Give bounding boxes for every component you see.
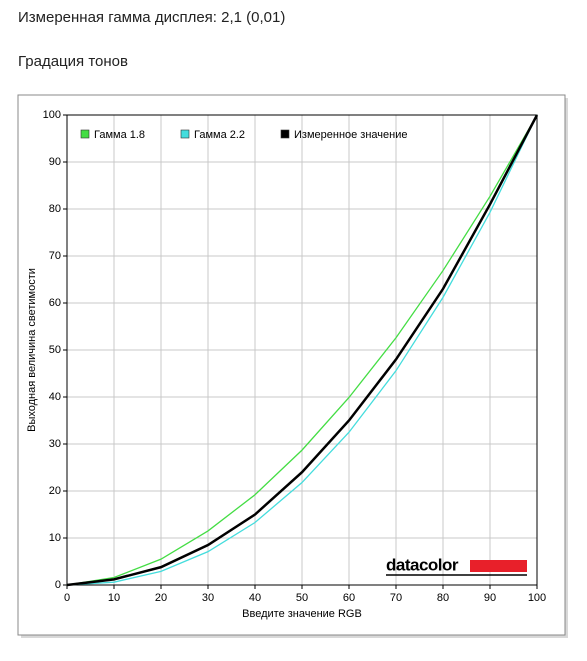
x-tick-label: 100 [528,592,546,604]
x-tick-label: 50 [296,592,308,604]
x-tick-label: 60 [343,592,355,604]
y-tick-label: 90 [49,156,61,168]
legend-swatch [180,129,190,139]
y-tick-label: 60 [49,297,61,309]
y-tick-label: 70 [49,250,61,262]
y-tick-label: 10 [49,532,61,544]
x-tick-label: 10 [108,592,120,604]
legend-swatch [80,129,90,139]
series-line [66,114,538,586]
y-tick-label: 40 [49,391,61,403]
y-tick-label: 80 [49,203,61,215]
x-tick-label: 40 [249,592,261,604]
x-tick-label: 30 [202,592,214,604]
y-tick-label: 100 [43,109,61,121]
y-tick-label: 50 [49,344,61,356]
x-tick-label: 20 [155,592,167,604]
y-tick-label: 30 [49,438,61,450]
logo-bar [470,560,527,572]
legend-swatch [280,129,290,139]
x-axis-label: Введите значение RGB [242,608,362,620]
series-line [66,114,539,587]
page-title: Измеренная гамма дисплея: 2,1 (0,01) [18,9,286,26]
y-tick-label: 0 [55,579,61,591]
legend-label: Гамма 1.8 [94,129,145,141]
logo-text: datacolor [386,555,459,574]
x-tick-label: 70 [390,592,402,604]
x-tick-label: 80 [437,592,449,604]
y-tick-label: 20 [49,485,61,497]
plot-border [66,114,538,586]
series-line [66,114,538,586]
section-title: Градация тонов [18,53,128,70]
legend-label: Измеренное значение [294,129,408,141]
legend-label: Гамма 2.2 [194,129,245,141]
y-axis-label: Выходная величина светимости [26,268,38,432]
x-tick-label: 0 [64,592,70,604]
x-tick-label: 90 [484,592,496,604]
